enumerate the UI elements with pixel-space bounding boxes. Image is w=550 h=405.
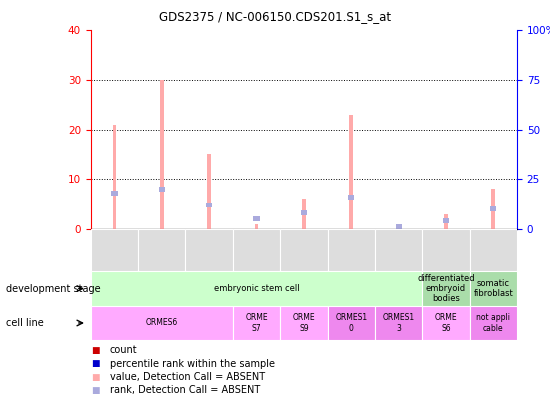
Bar — [138, 229, 185, 271]
Bar — [91, 229, 138, 271]
Text: GDS2375 / NC-006150.CDS201.S1_s_at: GDS2375 / NC-006150.CDS201.S1_s_at — [159, 10, 391, 23]
Text: cell line: cell line — [6, 318, 43, 328]
Text: differentiated
embryoid
bodies: differentiated embryoid bodies — [417, 274, 475, 303]
Bar — [91, 306, 233, 340]
Text: development stage: development stage — [6, 284, 100, 294]
Bar — [328, 306, 375, 340]
Text: ORMES6: ORMES6 — [146, 318, 178, 328]
Bar — [302, 199, 306, 229]
Bar — [375, 306, 422, 340]
Bar — [490, 207, 497, 211]
Text: ORMES1
0: ORMES1 0 — [335, 313, 367, 333]
Bar — [397, 224, 400, 229]
Bar — [492, 189, 495, 229]
Bar — [348, 194, 354, 200]
Bar — [444, 214, 448, 229]
Text: not appli
cable: not appli cable — [476, 313, 510, 333]
Text: somatic
fibroblast: somatic fibroblast — [474, 279, 513, 298]
Text: ■: ■ — [91, 359, 99, 368]
Text: ORME
S6: ORME S6 — [434, 313, 457, 333]
Bar — [422, 306, 470, 340]
Bar — [470, 306, 517, 340]
Bar — [113, 125, 117, 229]
Bar — [91, 271, 422, 306]
Bar — [470, 229, 517, 271]
Bar — [159, 187, 165, 192]
Bar — [422, 229, 470, 271]
Bar — [233, 229, 280, 271]
Bar — [206, 202, 212, 207]
Text: ■: ■ — [91, 373, 99, 382]
Bar — [254, 216, 260, 222]
Text: ■: ■ — [91, 386, 99, 395]
Bar — [470, 271, 517, 306]
Text: ORME
S9: ORME S9 — [293, 313, 315, 333]
Bar — [422, 271, 470, 306]
Bar — [280, 229, 328, 271]
Text: ORMES1
3: ORMES1 3 — [383, 313, 415, 333]
Text: ORME
S7: ORME S7 — [245, 313, 268, 333]
Bar — [255, 224, 258, 229]
Bar — [301, 211, 307, 215]
Bar — [375, 229, 422, 271]
Text: ■: ■ — [91, 346, 99, 355]
Text: percentile rank within the sample: percentile rank within the sample — [110, 359, 275, 369]
Bar — [280, 306, 328, 340]
Bar — [111, 191, 118, 196]
Text: value, Detection Call = ABSENT: value, Detection Call = ABSENT — [110, 372, 265, 382]
Bar — [207, 154, 211, 229]
Bar — [185, 229, 233, 271]
Bar — [233, 306, 280, 340]
Bar — [395, 224, 402, 229]
Bar — [349, 115, 353, 229]
Bar — [160, 80, 164, 229]
Bar — [443, 218, 449, 224]
Bar — [328, 229, 375, 271]
Text: embryonic stem cell: embryonic stem cell — [214, 284, 299, 293]
Text: count: count — [110, 345, 138, 355]
Text: rank, Detection Call = ABSENT: rank, Detection Call = ABSENT — [110, 386, 260, 395]
